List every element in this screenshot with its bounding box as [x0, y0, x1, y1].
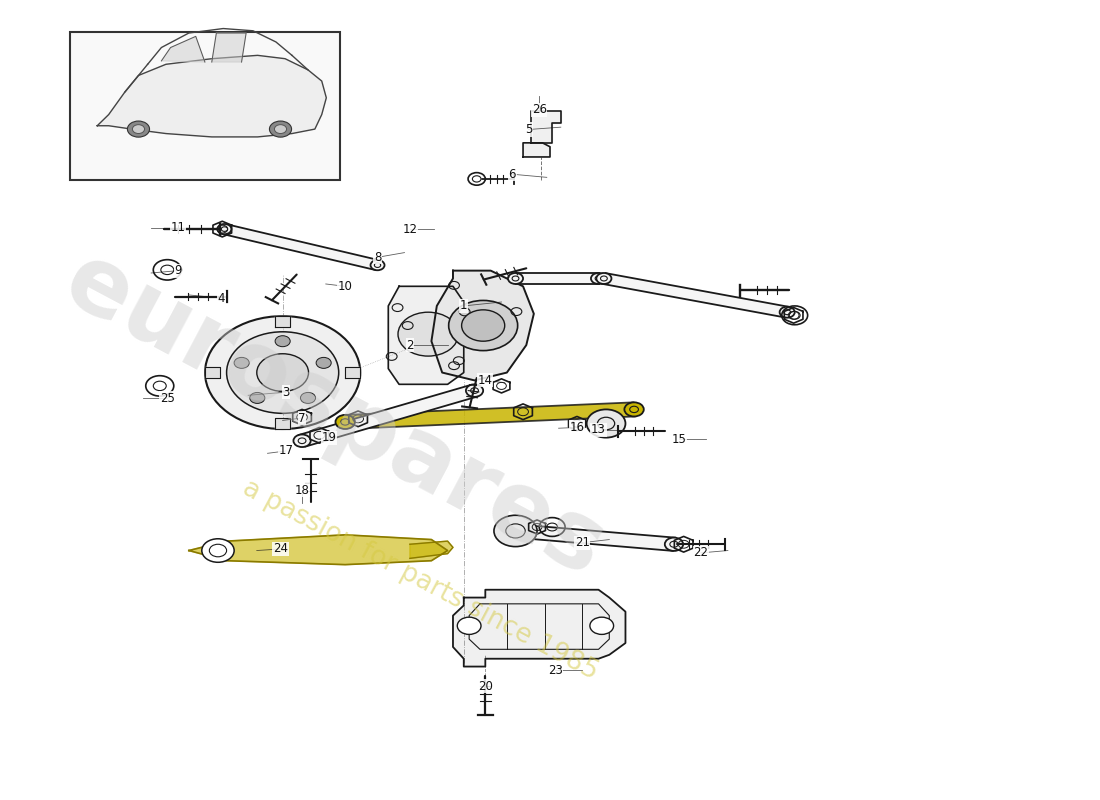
Circle shape [591, 273, 606, 284]
Text: 21: 21 [575, 536, 590, 549]
Circle shape [508, 273, 524, 284]
Circle shape [234, 358, 250, 368]
Polygon shape [189, 535, 448, 565]
Text: 11: 11 [170, 221, 186, 234]
Text: 24: 24 [273, 542, 288, 555]
Polygon shape [275, 418, 290, 429]
Text: 3: 3 [283, 386, 289, 398]
Circle shape [256, 354, 308, 391]
Polygon shape [345, 367, 361, 378]
Polygon shape [410, 541, 453, 558]
Circle shape [274, 125, 287, 134]
Circle shape [371, 260, 385, 270]
Polygon shape [515, 524, 675, 551]
Text: 13: 13 [591, 423, 606, 436]
Polygon shape [602, 273, 789, 318]
Polygon shape [516, 273, 598, 284]
Circle shape [586, 410, 626, 438]
Circle shape [449, 301, 518, 350]
Polygon shape [431, 270, 534, 381]
Circle shape [336, 415, 355, 429]
Text: 2: 2 [406, 338, 414, 352]
Circle shape [270, 121, 292, 137]
Text: 17: 17 [278, 445, 294, 458]
Polygon shape [344, 402, 635, 429]
Polygon shape [388, 286, 464, 384]
Circle shape [250, 393, 265, 403]
Polygon shape [162, 36, 205, 62]
Text: 8: 8 [374, 251, 382, 264]
Text: 25: 25 [160, 392, 175, 405]
Polygon shape [222, 224, 380, 270]
Text: a passion for parts since 1985: a passion for parts since 1985 [239, 475, 603, 686]
Text: 15: 15 [672, 433, 686, 446]
Circle shape [664, 538, 683, 551]
Circle shape [218, 224, 231, 234]
Text: 9: 9 [174, 264, 182, 277]
Circle shape [506, 524, 525, 538]
Polygon shape [275, 316, 290, 327]
Circle shape [398, 312, 459, 356]
Circle shape [458, 617, 481, 634]
Text: 7: 7 [298, 411, 306, 425]
Polygon shape [453, 590, 626, 666]
Circle shape [494, 515, 537, 546]
Circle shape [466, 384, 483, 397]
Circle shape [275, 336, 290, 346]
Circle shape [590, 617, 614, 634]
Circle shape [300, 393, 316, 403]
Polygon shape [530, 111, 561, 143]
Text: 6: 6 [508, 168, 516, 181]
Text: 20: 20 [477, 680, 493, 693]
Circle shape [128, 121, 150, 137]
Circle shape [294, 434, 310, 447]
Circle shape [780, 306, 794, 318]
Polygon shape [205, 367, 220, 378]
Text: 18: 18 [295, 484, 309, 497]
Polygon shape [212, 33, 246, 62]
Circle shape [596, 273, 612, 284]
Polygon shape [97, 55, 327, 137]
FancyBboxPatch shape [70, 31, 340, 181]
Circle shape [462, 310, 505, 341]
Text: 14: 14 [477, 374, 493, 387]
Text: 4: 4 [218, 291, 226, 305]
Text: eurospares: eurospares [50, 235, 619, 597]
Text: 12: 12 [403, 222, 417, 235]
Text: 23: 23 [548, 664, 563, 677]
Circle shape [227, 332, 339, 414]
Circle shape [205, 316, 361, 429]
Circle shape [625, 402, 644, 417]
Circle shape [132, 125, 144, 134]
Polygon shape [524, 143, 550, 157]
Text: 19: 19 [321, 431, 337, 444]
Text: 16: 16 [570, 421, 584, 434]
Text: 22: 22 [693, 546, 708, 559]
Text: 26: 26 [531, 103, 547, 117]
Polygon shape [299, 385, 477, 446]
Circle shape [201, 538, 234, 562]
Text: 1: 1 [460, 299, 467, 313]
Text: 10: 10 [338, 280, 353, 293]
Text: 5: 5 [525, 123, 532, 136]
Circle shape [316, 358, 331, 368]
